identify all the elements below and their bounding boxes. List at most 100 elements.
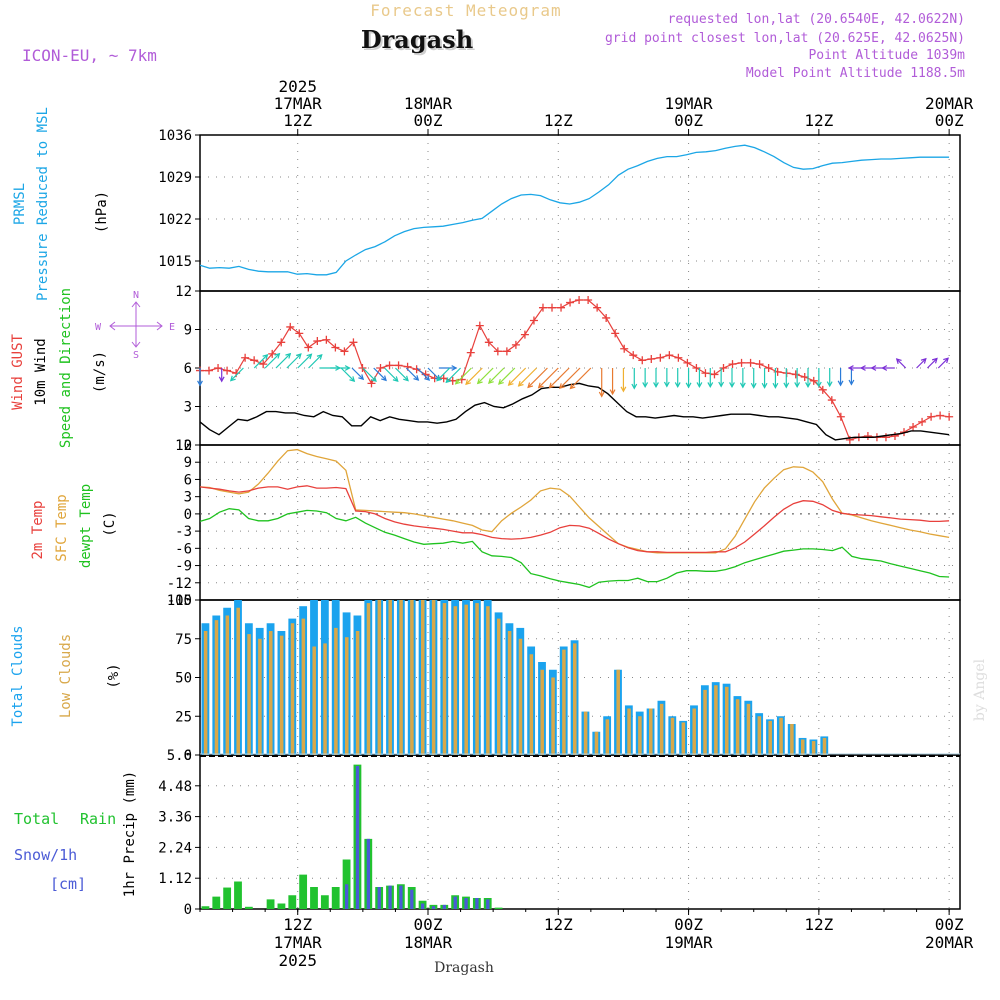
- wind-arrow: [373, 367, 387, 381]
- rain-bar: [212, 896, 221, 909]
- low-cloud-bar: [421, 600, 425, 755]
- wind-arrow-head: [229, 375, 236, 382]
- low-cloud-bar: [279, 635, 284, 755]
- clouds-tick-label: 75: [175, 632, 192, 648]
- gust-point: [737, 358, 746, 367]
- bottom-time-label: 12Z: [283, 915, 312, 934]
- wind-arrow-head: [285, 352, 292, 359]
- temp-tick-label: -15: [167, 593, 192, 609]
- gust-point: [827, 396, 836, 405]
- precip-tick-label: 5.6: [167, 748, 192, 764]
- gust-point: [484, 338, 493, 347]
- low-cloud-bar: [497, 618, 501, 755]
- wind-arrow-head: [931, 357, 938, 364]
- wind-arrow: [230, 367, 244, 382]
- low-cloud-bar: [475, 603, 479, 755]
- wind-label-4: (m/s): [92, 351, 108, 393]
- wind-arrow-head: [772, 382, 779, 389]
- wind-arrow-head: [403, 375, 409, 382]
- gust-point: [223, 366, 232, 375]
- gust-point: [945, 412, 954, 421]
- low-cloud-bar: [681, 722, 686, 755]
- wind-tick-label: 12: [175, 284, 192, 300]
- low-cloud-bar: [790, 724, 794, 755]
- gust-line: [200, 299, 950, 441]
- wind-arrow-head: [218, 376, 225, 383]
- low-cloud-bar: [236, 607, 240, 755]
- low-cloud-bar: [345, 637, 349, 755]
- pressure-labels: PRMSL Pressure Reduced to MSL (hPa): [12, 107, 110, 301]
- snow-bar: [453, 896, 457, 909]
- snow-bar: [355, 766, 360, 909]
- low-cloud-bar: [203, 631, 208, 755]
- wind-arrow: [569, 367, 592, 389]
- wind-arrow-head: [517, 380, 524, 387]
- footer-location: Dragash: [434, 960, 494, 976]
- wind-arrow-head: [295, 353, 302, 359]
- gust-point: [665, 351, 674, 360]
- wind-arrow: [518, 367, 537, 387]
- low-cloud-bar: [822, 737, 827, 755]
- gust-point: [918, 417, 927, 426]
- gust-point: [809, 376, 818, 385]
- bottom-time-label: 12Z: [544, 915, 573, 934]
- snow-bar: [345, 884, 349, 909]
- top-time-label: 18MAR: [404, 94, 453, 113]
- low-cloud-bar: [269, 631, 273, 755]
- low-cloud-bar: [540, 669, 544, 755]
- pressure-line: [199, 144, 950, 276]
- clouds-tick-label: 25: [175, 709, 192, 725]
- low-cloud-bar: [388, 600, 392, 755]
- gust-point: [313, 337, 322, 346]
- snow-bar: [431, 906, 436, 909]
- wind-arrow: [416, 367, 430, 381]
- precip-tick-label: 2.24: [158, 840, 192, 856]
- wind-tick-label: 3: [184, 400, 192, 416]
- low-cloud-bar: [301, 618, 306, 755]
- gust-point: [493, 347, 502, 356]
- wind-arrow-head: [881, 365, 888, 371]
- wind-tick-label: 9: [184, 323, 192, 339]
- precip-label-axis: 1hr Precip (mm): [122, 771, 138, 897]
- gust-point: [304, 343, 313, 352]
- gust-point: [259, 360, 268, 369]
- temp-tick-label: 3: [184, 490, 192, 506]
- low-cloud-bar: [551, 677, 555, 755]
- gust-point: [800, 372, 809, 381]
- requested-coords: requested lon,lat (20.6540E, 42.0622N): [668, 12, 965, 27]
- wind-arrow: [253, 354, 268, 369]
- gust-point: [575, 295, 584, 304]
- wind-arrow-head: [750, 382, 757, 389]
- snow-bar: [421, 903, 425, 909]
- low-cloud-bar: [442, 603, 447, 755]
- gust-point: [277, 338, 286, 347]
- rain-bar: [234, 881, 242, 909]
- wind-arrow-head: [476, 378, 483, 385]
- wind-arrow-head: [413, 375, 420, 381]
- svg-text:W: W: [95, 322, 102, 333]
- wind-arrow-head: [783, 382, 790, 389]
- snow-bar: [399, 885, 403, 909]
- cloud-label-3: (%): [106, 663, 122, 688]
- compass-icon: N S W E: [95, 290, 175, 361]
- gust-point: [927, 412, 936, 421]
- gust-point: [205, 366, 214, 375]
- t2m-line: [199, 485, 950, 554]
- wind-arrow-head: [805, 382, 811, 389]
- model-label: ICON-EU, ~ 7km: [22, 46, 157, 65]
- rain-bar: [299, 874, 308, 909]
- gust-point: [385, 361, 394, 370]
- gust-point: [909, 423, 918, 432]
- wind-arrow-head: [306, 353, 313, 360]
- temp-tick-label: 0: [184, 507, 192, 523]
- low-cloud-bar: [725, 686, 729, 755]
- temp-tick-label: -12: [167, 576, 192, 592]
- snow-bar: [475, 898, 479, 909]
- precip-tick-label: 3.36: [158, 810, 192, 826]
- cloud-label-1: Total Clouds: [10, 625, 26, 726]
- point-altitude: Point Altitude 1039m: [808, 48, 965, 63]
- low-cloud-bar: [247, 634, 251, 755]
- grid-point-coords: grid point closest lon,lat (20.625E, 42.…: [605, 31, 965, 46]
- top-time-label: 2025: [278, 77, 317, 96]
- svg-text:S: S: [133, 350, 139, 361]
